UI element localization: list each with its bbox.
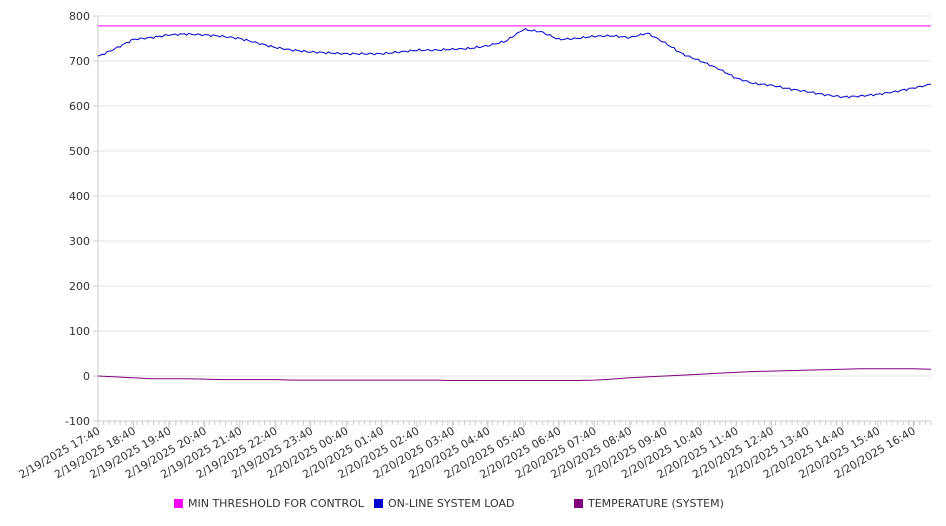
y-tick-label: 500 bbox=[69, 145, 90, 158]
x-tick-labels: 2/19/2025 17:402/19/2025 18:402/19/2025 … bbox=[17, 424, 918, 481]
grid-lines bbox=[98, 15, 931, 422]
y-tick-label: 600 bbox=[69, 100, 90, 113]
legend-label: TEMPERATURE (SYSTEM) bbox=[588, 497, 724, 510]
series-line-1 bbox=[97, 27, 932, 99]
legend-swatch bbox=[374, 499, 383, 508]
legend-swatch bbox=[574, 499, 583, 508]
y-tick-label: 200 bbox=[69, 280, 90, 293]
series-lines bbox=[97, 25, 932, 381]
y-tick-label: 400 bbox=[69, 190, 90, 203]
legend-label: MIN THRESHOLD FOR CONTROL bbox=[188, 497, 364, 510]
legend-item[interactable]: MIN THRESHOLD FOR CONTROL bbox=[174, 497, 364, 510]
legend-swatch bbox=[174, 499, 183, 508]
axes bbox=[93, 15, 932, 428]
y-tick-label: 300 bbox=[69, 235, 90, 248]
y-tick-label: 100 bbox=[69, 325, 90, 338]
y-tick-label: 800 bbox=[69, 10, 90, 23]
y-tick-label: -100 bbox=[65, 415, 90, 428]
legend-label: ON-LINE SYSTEM LOAD bbox=[388, 497, 515, 510]
series-line-2 bbox=[97, 368, 932, 381]
y-tick-label: 0 bbox=[83, 370, 90, 383]
y-tick-label: 700 bbox=[69, 55, 90, 68]
chart-legend: MIN THRESHOLD FOR CONTROL ON-LINE SYSTEM … bbox=[0, 497, 946, 517]
legend-item[interactable]: TEMPERATURE (SYSTEM) bbox=[574, 497, 724, 510]
y-tick-labels: -100 0 100 200 300 400 500 600 700 800 bbox=[65, 10, 90, 428]
legend-item[interactable]: ON-LINE SYSTEM LOAD bbox=[374, 497, 514, 510]
